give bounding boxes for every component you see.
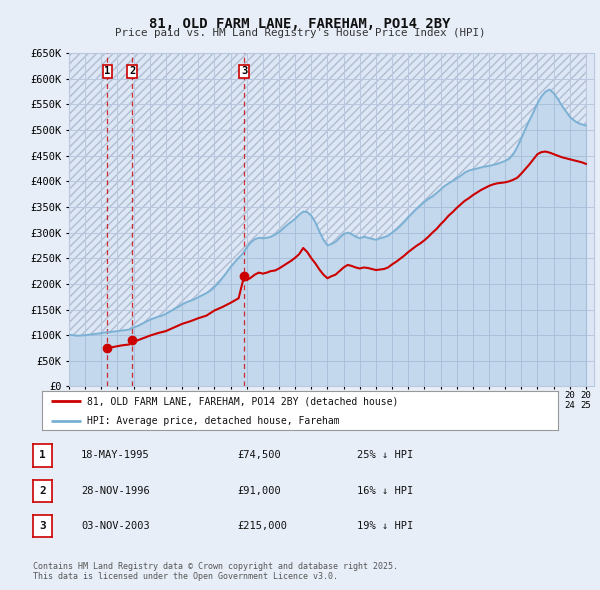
- Text: 1: 1: [104, 67, 110, 77]
- Text: 81, OLD FARM LANE, FAREHAM, PO14 2BY (detached house): 81, OLD FARM LANE, FAREHAM, PO14 2BY (de…: [88, 396, 399, 406]
- Text: £74,500: £74,500: [237, 451, 281, 460]
- Text: Contains HM Land Registry data © Crown copyright and database right 2025.
This d: Contains HM Land Registry data © Crown c…: [33, 562, 398, 581]
- Text: 1: 1: [39, 451, 46, 460]
- Text: 81, OLD FARM LANE, FAREHAM, PO14 2BY: 81, OLD FARM LANE, FAREHAM, PO14 2BY: [149, 17, 451, 31]
- Text: HPI: Average price, detached house, Fareham: HPI: Average price, detached house, Fare…: [88, 416, 340, 426]
- Text: 3: 3: [39, 522, 46, 531]
- Text: 2: 2: [39, 486, 46, 496]
- Text: Price paid vs. HM Land Registry's House Price Index (HPI): Price paid vs. HM Land Registry's House …: [115, 28, 485, 38]
- Text: 3: 3: [241, 67, 247, 77]
- Text: £215,000: £215,000: [237, 522, 287, 531]
- Text: 03-NOV-2003: 03-NOV-2003: [81, 522, 150, 531]
- Text: 25% ↓ HPI: 25% ↓ HPI: [357, 451, 413, 460]
- Text: 16% ↓ HPI: 16% ↓ HPI: [357, 486, 413, 496]
- Text: 28-NOV-1996: 28-NOV-1996: [81, 486, 150, 496]
- Text: £91,000: £91,000: [237, 486, 281, 496]
- Text: 2: 2: [129, 67, 135, 77]
- Text: 19% ↓ HPI: 19% ↓ HPI: [357, 522, 413, 531]
- Text: 18-MAY-1995: 18-MAY-1995: [81, 451, 150, 460]
